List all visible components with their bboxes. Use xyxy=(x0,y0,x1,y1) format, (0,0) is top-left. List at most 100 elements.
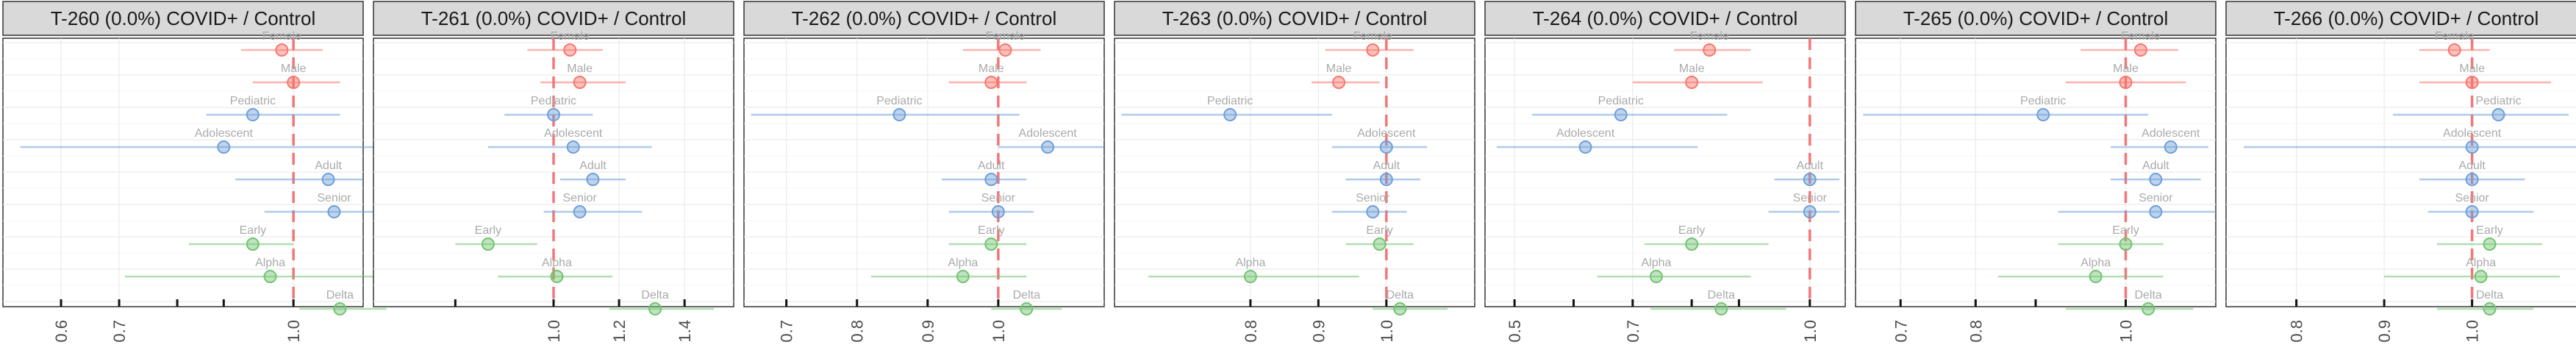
estimate-point xyxy=(892,108,906,121)
facet-title: T-263 (0.0%) COVID+ / Control xyxy=(1162,7,1428,29)
estimate-point xyxy=(2149,173,2163,186)
estimate-point xyxy=(1020,302,1034,315)
point-label: Alpha xyxy=(2081,257,2111,269)
tick-label: 0.8 xyxy=(1967,320,1985,343)
point-label: Adult xyxy=(315,160,342,172)
tick-label: 0.8 xyxy=(848,320,867,343)
tick-label: 1.0 xyxy=(545,320,563,343)
estimate-point xyxy=(1685,238,1699,251)
estimate-point xyxy=(1803,173,1817,186)
estimate-point xyxy=(2483,302,2497,315)
estimate-point xyxy=(246,108,260,121)
point-label: Female xyxy=(551,30,590,43)
estimate-point xyxy=(321,173,335,186)
estimate-point xyxy=(984,76,998,89)
estimate-point xyxy=(1379,173,1393,186)
estimate-point xyxy=(2149,205,2163,218)
point-label: Delta xyxy=(326,289,354,302)
facet-strip xyxy=(1484,1,1846,36)
facet-title: T-261 (0.0%) COVID+ / Control xyxy=(421,7,687,29)
tick-label: 1.0 xyxy=(1801,320,1820,343)
facet-strip xyxy=(743,1,1105,36)
facet-title: T-264 (0.0%) COVID+ / Control xyxy=(1533,7,1798,29)
point-label: Alpha xyxy=(948,257,978,269)
estimate-point xyxy=(1649,270,1663,283)
estimate-point xyxy=(586,173,600,186)
facet-strip xyxy=(373,1,734,36)
point-label: Female xyxy=(1690,30,1729,43)
estimate-point xyxy=(2465,76,2479,89)
point-label: Senior xyxy=(1793,192,1828,204)
tick-label: 1.0 xyxy=(1378,320,1396,343)
point-label: Male xyxy=(1679,63,1705,75)
estimate-point xyxy=(1685,76,1699,89)
point-label: Delta xyxy=(1013,289,1040,302)
point-label: Early xyxy=(978,224,1004,237)
facet-title: T-262 (0.0%) COVID+ / Control xyxy=(792,7,1057,29)
point-label: Adult xyxy=(579,160,607,172)
facet-title: T-266 (0.0%) COVID+ / Control xyxy=(2274,7,2539,29)
point-label: Pediatric xyxy=(2020,95,2066,107)
point-label: Female xyxy=(2435,30,2474,43)
point-label: Early xyxy=(2112,224,2139,237)
estimate-point xyxy=(481,238,495,251)
estimate-point xyxy=(287,76,301,89)
point-label: Senior xyxy=(2139,192,2173,204)
estimate-point xyxy=(573,205,587,218)
estimate-point xyxy=(1578,140,1592,154)
facet-strip xyxy=(2225,1,2576,36)
estimate-point xyxy=(275,43,289,57)
point-label: Adolescent xyxy=(1357,127,1416,140)
tick-label: 1.0 xyxy=(2464,320,2482,343)
estimate-point xyxy=(1703,43,1717,57)
point-label: Female xyxy=(2121,30,2160,43)
tick-label: 0.7 xyxy=(778,320,796,343)
facet-strip xyxy=(1114,1,1475,36)
estimate-point xyxy=(2474,270,2488,283)
tick-label: 0.6 xyxy=(52,320,71,343)
estimate-point xyxy=(263,270,277,283)
point-label: Pediatric xyxy=(531,95,576,107)
tick-label: 1.0 xyxy=(990,320,1008,343)
estimate-point xyxy=(550,270,564,283)
tick-label: 1.0 xyxy=(2117,320,2136,343)
tick-label: 1.4 xyxy=(676,320,694,343)
estimate-point xyxy=(2036,108,2050,121)
estimate-point xyxy=(1614,108,1628,121)
estimate-point xyxy=(1223,108,1237,121)
point-label: Senior xyxy=(1356,192,1390,204)
point-label: Senior xyxy=(2455,192,2490,204)
tick-label: 0.7 xyxy=(110,320,129,343)
estimate-point xyxy=(1373,238,1387,251)
tick-label: 0.9 xyxy=(1309,320,1328,343)
estimate-point xyxy=(984,238,998,251)
estimate-point xyxy=(648,302,662,315)
estimate-point xyxy=(2142,302,2155,315)
estimate-point xyxy=(2483,238,2497,251)
estimate-point xyxy=(2119,76,2133,89)
point-label: Delta xyxy=(641,289,668,302)
estimate-point xyxy=(1332,76,1346,89)
point-label: Male xyxy=(978,63,1004,75)
tick-label: 0.5 xyxy=(1506,320,1524,343)
tick-label: 0.9 xyxy=(2375,320,2394,343)
point-label: Delta xyxy=(1387,289,1414,302)
facet-title: T-265 (0.0%) COVID+ / Control xyxy=(1903,7,2169,29)
point-label: Senior xyxy=(563,192,598,204)
estimate-point xyxy=(2465,205,2479,218)
point-label: Pediatric xyxy=(1207,95,1253,107)
point-label: Adolescent xyxy=(2443,127,2502,140)
estimate-point xyxy=(2164,140,2178,154)
estimate-point xyxy=(1243,270,1257,283)
estimate-point xyxy=(984,173,998,186)
tick-label: 1.2 xyxy=(610,320,629,343)
estimate-point xyxy=(2089,270,2103,283)
facet-strip xyxy=(2,1,364,36)
